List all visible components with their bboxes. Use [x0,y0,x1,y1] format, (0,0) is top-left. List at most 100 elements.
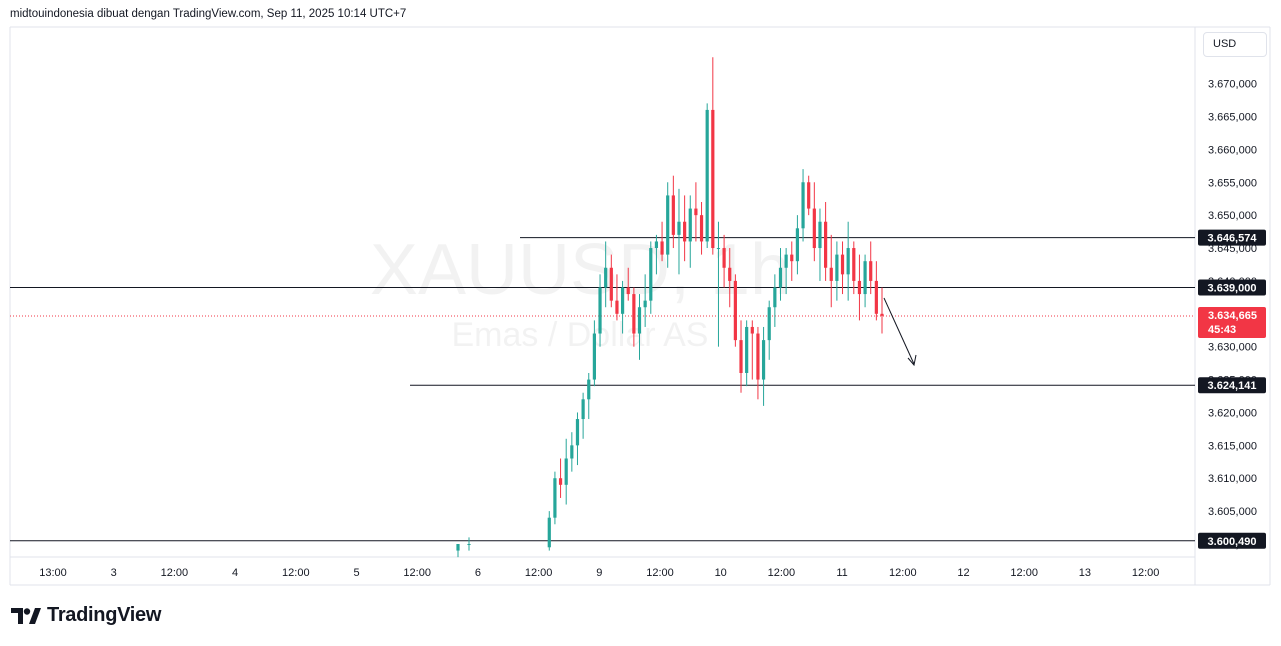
candle-body [677,221,681,235]
candle-body [857,280,862,295]
candle-body [683,221,687,242]
level-price-label: 3.646,574 [1208,233,1258,245]
candle-body [604,267,608,288]
price-tick-label: 3.610,000 [1208,473,1257,485]
candle-body [643,300,647,308]
time-tick-label: 12:00 [161,567,189,579]
candle-body [761,340,766,380]
time-tick-label: 12:00 [282,567,310,579]
candle-body [722,248,726,268]
price-tick-label: 3.645,000 [1208,243,1257,255]
candle-body [467,544,471,545]
candle-body [620,287,625,314]
candle-body [801,182,805,229]
candle-body [705,109,709,242]
price-tags: 3.646,574 3.639,000 3.624,141 3.600,490 3.63… [1198,229,1266,549]
candle-body [784,254,788,268]
level-price-tag [1198,229,1266,246]
time-tick-label: 12:00 [403,567,431,579]
candle-body [598,287,602,334]
candles [456,57,884,558]
time-tick-label: 12 [957,567,969,579]
tradingview-logo-icon [11,607,41,624]
candle-body [660,241,664,255]
candle-body [812,208,816,249]
candle-body [570,445,574,459]
candle-body [699,215,704,242]
bar-countdown-label: 45:43 [1208,324,1236,336]
time-tick-label: 10 [715,567,727,579]
candle-body [869,261,873,281]
price-tick-label: 3.660,000 [1208,144,1257,156]
current-price-label: 3.634,665 [1208,310,1257,322]
horizontal-levels [10,237,1195,542]
time-tick-label: 3 [111,567,117,579]
time-tick-label: 5 [353,567,359,579]
level-price-label: 3.600,490 [1208,536,1257,548]
candle-body [807,182,811,209]
candle-body [654,241,659,249]
candle-body [615,300,619,314]
candle-body [874,280,878,314]
candle-body [863,261,867,295]
candle-body [558,478,563,485]
candle-body [564,458,568,485]
time-tick-label: 12:00 [768,567,796,579]
candle-body [711,109,715,249]
candle-body [739,340,743,373]
candle-body [716,248,721,250]
candle-body [756,333,760,380]
time-tick-label: 13:00 [39,567,67,579]
candle-body [728,267,732,281]
candle-body [553,478,557,518]
candle-body [846,248,850,275]
candle-body [773,287,777,308]
candle-body [609,267,613,301]
time-axis[interactable]: 13:00 3 12:00 4 12:00 5 12:00 6 12:00 9 12:00 10 12:… [39,567,1159,579]
price-tick-label: 3.620,000 [1208,407,1257,419]
candle-body [587,379,591,400]
tradingview-brand-name: TradingView [47,604,162,626]
time-tick-label: 12:00 [525,567,553,579]
candle-body [824,221,828,268]
time-tick-label: 9 [596,567,602,579]
arrow-head [907,354,917,367]
time-tick-label: 13 [1079,567,1091,579]
price-tick-label: 3.605,000 [1208,506,1257,518]
time-tick-label: 4 [232,567,238,579]
price-tick-label: 3.630,000 [1208,342,1257,354]
candle-body [637,307,642,334]
candle-body [840,254,845,275]
currency-button[interactable]: USD [1203,32,1267,57]
candle-body [829,267,833,281]
current-price-tag [1198,307,1266,339]
candle-body [852,248,856,281]
candle-body [649,248,653,301]
time-tick-label: 12:00 [646,567,674,579]
trend-arrow-annotation[interactable] [883,297,917,367]
tradingview-logo[interactable]: TradingView [11,604,161,627]
price-tick-label: 3.665,000 [1208,111,1257,123]
level-price-tag [1198,377,1266,394]
time-tick-label: 12:00 [889,567,917,579]
candle-body [778,267,783,288]
candle-body [592,333,596,380]
candle-body [733,280,737,341]
level-price-label: 3.639,000 [1208,282,1257,294]
candle-body [626,287,630,295]
time-tick-label: 12:00 [1010,567,1038,579]
candle-body [835,254,839,281]
candle-body [750,326,754,334]
arrow-shaft [883,297,915,365]
candle-body [767,307,771,341]
candle-body [795,228,800,262]
candle-body [688,208,692,242]
candle-body [671,195,675,235]
candle-body [790,254,794,262]
candle-body [456,544,460,551]
candle-body [880,313,884,316]
candle-body [632,294,636,334]
time-tick-label: 6 [475,567,481,579]
level-price-tag [1198,532,1266,549]
